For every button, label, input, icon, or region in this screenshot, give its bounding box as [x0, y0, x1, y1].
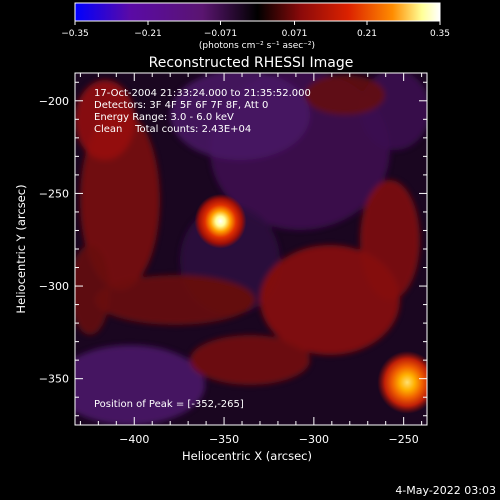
y-axis-ticks: −200 −250 −300 −350: [39, 81, 427, 417]
colorbar-ticks: −0.35 −0.21 −0.071 0.071 0.21 0.35: [61, 21, 450, 39]
colorbar: −0.35 −0.21 −0.071 0.071 0.21 0.35 (photons c…: [61, 2, 450, 51]
heatmap-region-red: [75, 245, 110, 335]
y-tick-label: −350: [39, 373, 69, 386]
source-blob: [377, 350, 427, 414]
source-blob: [194, 193, 247, 249]
y-axis-label: Heliocentric Y (arcsec): [14, 184, 28, 313]
annotation-detectors: Detectors: 3F 4F 5F 6F 7F 8F, Att 0: [94, 100, 268, 111]
heatmap-region-purple: [170, 73, 310, 160]
annotation-peak-position: Position of Peak = [-352,-265]: [94, 399, 244, 410]
y-tick-label: −250: [39, 187, 69, 200]
x-tick-label: −350: [209, 433, 239, 446]
x-axis-label: Heliocentric X (arcsec): [182, 449, 312, 463]
annotation-method-counts: Clean Total counts: 2.43E+04: [94, 124, 251, 135]
heatmap-region-red: [75, 80, 135, 160]
x-tick-label: −250: [389, 433, 419, 446]
colorbar-gradient: [74, 2, 441, 22]
heatmap-region-red: [95, 275, 255, 325]
colorbar-tick-label: −0.21: [134, 29, 162, 39]
annotation-energy-range: Energy Range: 3.0 - 6.0 keV: [94, 112, 234, 123]
heatmap-region-purple: [75, 345, 205, 425]
colorbar-tick-label: −0.071: [204, 29, 237, 39]
heatmap-image: [75, 73, 427, 425]
annotation-time-range: 17-Oct-2004 21:33:24.000 to 21:35:52.000: [94, 88, 311, 99]
y-tick-label: −300: [39, 280, 69, 293]
heatmap-region-red: [360, 180, 420, 300]
heatmap-region-red: [305, 75, 385, 115]
colorbar-tick-label: 0.21: [357, 29, 377, 39]
colorbar-unit-label: (photons cm⁻² s⁻¹ asec⁻²): [199, 41, 315, 51]
colorbar-tick-label: 0.071: [282, 29, 308, 39]
heatmap-region-red: [190, 335, 310, 385]
x-tick-label: −300: [299, 433, 329, 446]
colorbar-tick-label: 0.35: [430, 29, 450, 39]
x-axis-ticks: −400 −350 −300 −250: [79, 73, 423, 446]
chart-title: Reconstructed RHESSI Image: [149, 55, 354, 71]
footer-timestamp: 4-May-2022 03:03: [395, 484, 496, 497]
colorbar-tick-label: −0.35: [61, 29, 89, 39]
y-tick-label: −200: [39, 95, 69, 108]
x-tick-label: −400: [119, 433, 149, 446]
heatmap-sources: [194, 193, 427, 414]
